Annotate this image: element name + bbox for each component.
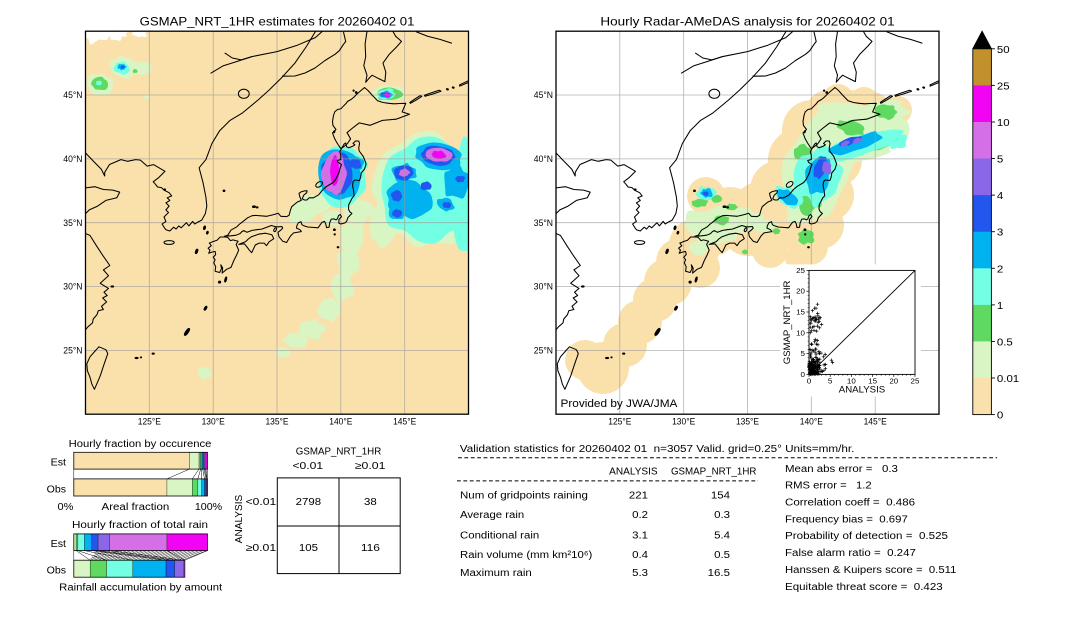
svg-text:Maximum rain: Maximum rain	[460, 568, 532, 579]
svg-text:135°E: 135°E	[736, 416, 759, 426]
svg-text:Rainfall accumulation by amoun: Rainfall accumulation by amount	[59, 582, 222, 593]
svg-text:40°N: 40°N	[63, 154, 82, 164]
svg-text:Hourly Radar-AMeDAS analysis f: Hourly Radar-AMeDAS analysis for 2026040…	[600, 15, 895, 29]
svg-text:GSMAP_NRT_1HR estimates for 20: GSMAP_NRT_1HR estimates for 20260402 01	[140, 15, 415, 29]
svg-text:5: 5	[801, 351, 806, 358]
svg-text:0%: 0%	[58, 502, 74, 513]
svg-text:130°E: 130°E	[672, 416, 695, 426]
svg-text:0.2: 0.2	[632, 510, 648, 521]
svg-text:140°E: 140°E	[800, 416, 823, 426]
svg-text:16.5: 16.5	[708, 568, 731, 579]
svg-text:<0.01: <0.01	[293, 461, 324, 472]
svg-text:0.3: 0.3	[714, 510, 730, 521]
svg-text:15: 15	[796, 310, 805, 317]
svg-text:35°N: 35°N	[63, 218, 82, 228]
svg-text:Est: Est	[51, 458, 67, 469]
svg-text:25°N: 25°N	[534, 345, 553, 355]
svg-text:ANALYSIS: ANALYSIS	[609, 466, 658, 477]
svg-text:Correlation coeff = 0.486: Correlation coeff = 0.486	[785, 497, 916, 508]
svg-text:130°E: 130°E	[202, 416, 225, 426]
svg-text:Rain volume (mm km²10⁶): Rain volume (mm km²10⁶)	[460, 550, 592, 561]
svg-text:145°E: 145°E	[393, 416, 416, 426]
svg-text:4: 4	[997, 191, 1004, 202]
svg-text:Validation statistics for 2026: Validation statistics for 20260402 01 n=…	[460, 444, 855, 455]
svg-text:Hourly fraction by occurence: Hourly fraction by occurence	[69, 439, 212, 450]
svg-text:Obs: Obs	[47, 566, 66, 577]
svg-text:Frequency bias = 0.697: Frequency bias = 0.697	[785, 514, 908, 525]
svg-text:116: 116	[361, 543, 381, 554]
svg-text:Hanssen & Kuipers score = 0.5: Hanssen & Kuipers score = 0.511	[785, 565, 957, 576]
svg-text:Mean abs error = 0.3: Mean abs error = 0.3	[785, 464, 898, 475]
svg-text:0.4: 0.4	[632, 550, 648, 561]
svg-text:False alarm ratio = 0.247: False alarm ratio = 0.247	[785, 548, 916, 559]
svg-text:35°N: 35°N	[534, 218, 553, 228]
svg-text:105: 105	[299, 543, 319, 554]
svg-text:45°N: 45°N	[63, 90, 82, 100]
svg-text:RMS error = 1.2: RMS error = 1.2	[785, 481, 872, 492]
svg-text:38: 38	[364, 497, 377, 508]
svg-text:2798: 2798	[296, 497, 322, 508]
svg-text:2: 2	[997, 264, 1004, 275]
svg-text:0: 0	[801, 372, 806, 379]
svg-text:40°N: 40°N	[534, 154, 553, 164]
svg-text:0.5: 0.5	[714, 550, 730, 561]
svg-text:Equitable threat score = 0.42: Equitable threat score = 0.423	[785, 582, 943, 593]
svg-text:0.5: 0.5	[997, 337, 1013, 348]
svg-text:GSMAP_NRT_1HR: GSMAP_NRT_1HR	[296, 447, 382, 458]
svg-text:25: 25	[796, 268, 805, 275]
svg-text:140°E: 140°E	[329, 416, 352, 426]
svg-text:Conditional rain: Conditional rain	[460, 530, 539, 541]
svg-text:5: 5	[997, 155, 1004, 166]
svg-text:145°E: 145°E	[864, 416, 887, 426]
svg-text:Obs: Obs	[47, 484, 66, 495]
svg-text:Num of gridpoints raining: Num of gridpoints raining	[460, 491, 588, 502]
svg-text:GSMAP_NRT_1HR: GSMAP_NRT_1HR	[781, 280, 792, 364]
svg-text:125°E: 125°E	[608, 416, 631, 426]
svg-text:5: 5	[828, 379, 833, 386]
svg-text:Areal fraction: Areal fraction	[102, 502, 170, 513]
svg-text:10: 10	[796, 330, 805, 337]
svg-text:Est: Est	[51, 539, 67, 550]
svg-text:125°E: 125°E	[138, 416, 161, 426]
svg-text:GSMAP_NRT_1HR: GSMAP_NRT_1HR	[671, 466, 757, 477]
svg-text:5.3: 5.3	[632, 568, 648, 579]
svg-text:Probability of detection = 0.: Probability of detection = 0.525	[785, 531, 949, 542]
svg-text:20: 20	[796, 289, 805, 296]
svg-text:100%: 100%	[195, 502, 222, 513]
svg-text:Average rain: Average rain	[460, 510, 524, 521]
svg-text:30°N: 30°N	[63, 282, 82, 292]
svg-text:25: 25	[997, 81, 1010, 92]
svg-text:154: 154	[711, 491, 731, 502]
svg-text:≥0.01: ≥0.01	[246, 543, 277, 554]
svg-text:ANALYSIS: ANALYSIS	[839, 384, 885, 395]
svg-text:25°N: 25°N	[63, 345, 82, 355]
svg-text:20: 20	[889, 379, 898, 386]
svg-text:5.4: 5.4	[714, 530, 730, 541]
svg-text:0.01: 0.01	[997, 374, 1020, 385]
svg-text:3.1: 3.1	[632, 530, 648, 541]
svg-text:25: 25	[911, 379, 920, 386]
svg-text:0: 0	[807, 379, 812, 386]
svg-text:Hourly fraction of total rain: Hourly fraction of total rain	[72, 520, 208, 531]
svg-text:≥0.01: ≥0.01	[355, 461, 386, 472]
svg-text:135°E: 135°E	[265, 416, 288, 426]
svg-text:Provided by JWA/JMA: Provided by JWA/JMA	[561, 398, 678, 410]
svg-text:<0.01: <0.01	[246, 497, 277, 508]
svg-text:30°N: 30°N	[534, 282, 553, 292]
svg-text:3: 3	[997, 228, 1004, 239]
svg-text:ANALYSIS: ANALYSIS	[234, 494, 245, 543]
svg-text:45°N: 45°N	[534, 90, 553, 100]
svg-text:221: 221	[629, 491, 649, 502]
svg-text:0: 0	[997, 411, 1004, 422]
svg-text:50: 50	[997, 45, 1010, 56]
svg-text:10: 10	[997, 118, 1010, 129]
svg-text:1: 1	[997, 301, 1004, 312]
